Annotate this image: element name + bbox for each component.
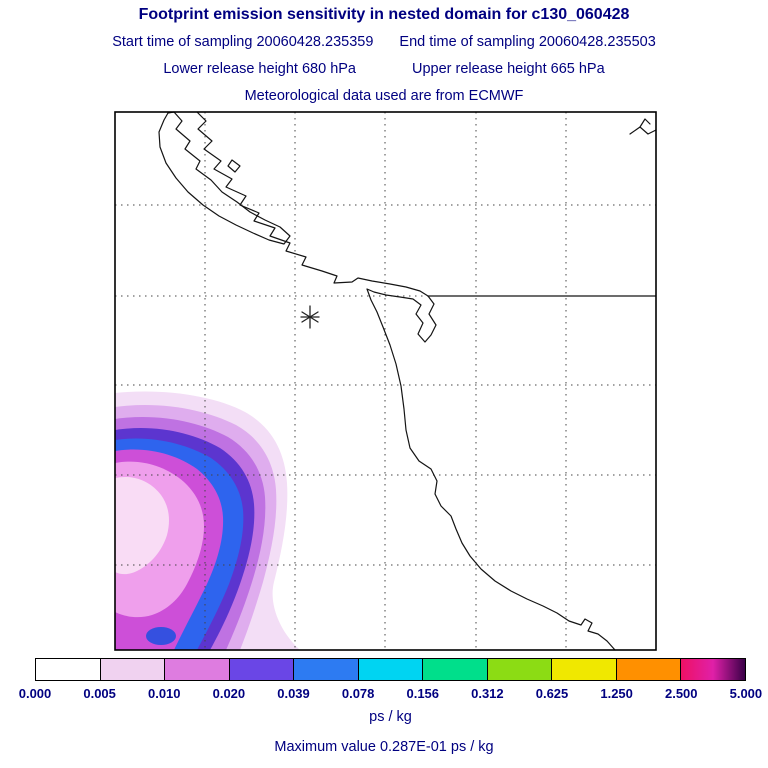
colorbar-segment <box>616 659 682 680</box>
colorbar-segment <box>36 659 101 680</box>
plume-contour-level <box>146 627 176 645</box>
colorbar-tick-labels: 0.000 0.005 0.010 0.020 0.039 0.078 0.156 0.312… <box>18 686 763 701</box>
upper-release-label: Upper release height 665 hPa <box>412 61 605 77</box>
colorbar-segment <box>229 659 295 680</box>
colorbar-segment <box>552 659 617 680</box>
vancouver-island-path <box>158 111 291 245</box>
colorbar-segment <box>100 659 166 680</box>
start-time-label: Start time of sampling 20060428.235359 <box>112 34 374 50</box>
small-island-path <box>227 159 241 173</box>
met-data-label: Meteorological data used are from ECMWF <box>244 88 524 104</box>
coastline <box>158 111 657 651</box>
colorbar-segment <box>423 659 488 680</box>
sampling-time-line: Start time of sampling 20060428.235359 E… <box>0 34 768 50</box>
units-label: ps / kg <box>369 709 412 725</box>
colorbar <box>35 658 746 681</box>
page-title: Footprint emission sensitivity in nested… <box>138 6 630 23</box>
map-border <box>114 111 657 651</box>
colorbar-segment <box>358 659 424 680</box>
max-value-label: Maximum value 0.287E-01 ps / kg <box>274 739 494 755</box>
colorbar-segment <box>165 659 230 680</box>
mainland-coastline-path <box>196 111 616 651</box>
footprint-plume <box>115 391 300 650</box>
colorbar-segment <box>681 659 746 680</box>
end-time-label: End time of sampling 20060428.235503 <box>399 34 656 50</box>
colorbar-segment <box>487 659 553 680</box>
colorbar-segment <box>294 659 359 680</box>
receptor-star-marker <box>300 305 320 329</box>
plume-contour-level <box>115 476 169 575</box>
lower-release-label: Lower release height 680 hPa <box>163 61 356 77</box>
release-height-line: Lower release height 680 hPa Upper relea… <box>0 61 768 77</box>
corner-coast-snippet <box>629 118 657 135</box>
